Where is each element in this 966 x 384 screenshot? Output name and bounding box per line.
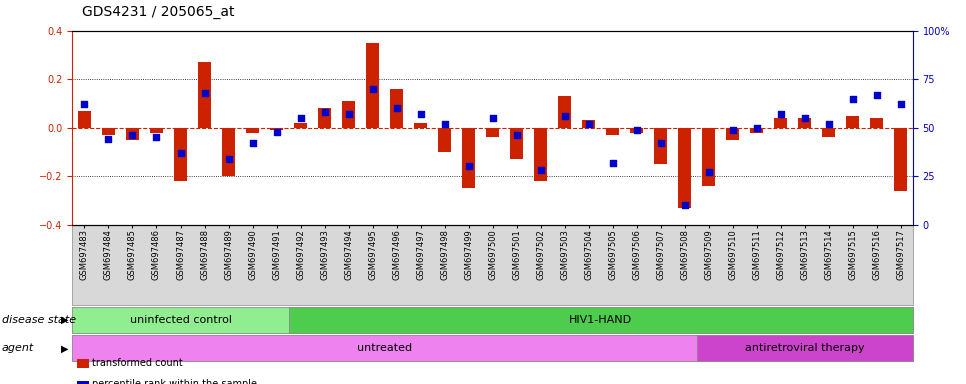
Bar xyxy=(654,127,668,164)
Bar xyxy=(702,127,716,186)
Text: ▶: ▶ xyxy=(61,315,69,325)
Point xyxy=(461,164,476,170)
Text: HIV1-HAND: HIV1-HAND xyxy=(569,315,633,325)
Point xyxy=(317,109,332,115)
Point xyxy=(100,136,116,142)
Bar xyxy=(174,127,187,181)
Bar xyxy=(486,127,499,137)
Point xyxy=(76,101,92,108)
Point xyxy=(653,140,668,146)
Bar xyxy=(126,127,139,140)
Bar xyxy=(678,127,692,208)
Point xyxy=(797,115,812,121)
Bar xyxy=(414,123,427,127)
Bar xyxy=(78,111,91,127)
Point xyxy=(197,90,213,96)
Bar xyxy=(246,127,259,132)
Point xyxy=(412,111,428,117)
Point xyxy=(725,127,741,133)
Bar xyxy=(751,127,763,132)
Point xyxy=(149,134,164,141)
Point xyxy=(749,124,764,131)
Bar xyxy=(774,118,787,127)
Point xyxy=(677,202,693,208)
Point xyxy=(221,156,237,162)
Point xyxy=(869,92,885,98)
Bar xyxy=(390,89,403,127)
Point xyxy=(894,101,909,108)
Bar xyxy=(798,118,811,127)
Point xyxy=(389,105,405,111)
Text: uninfected control: uninfected control xyxy=(129,315,232,325)
Text: percentile rank within the sample: percentile rank within the sample xyxy=(92,379,257,384)
Bar xyxy=(318,108,331,127)
Point xyxy=(821,121,837,127)
Bar xyxy=(438,127,451,152)
Point xyxy=(244,140,260,146)
Text: agent: agent xyxy=(2,343,34,353)
Bar xyxy=(294,123,307,127)
Text: GDS4231 / 205065_at: GDS4231 / 205065_at xyxy=(82,5,235,19)
Point xyxy=(173,150,188,156)
Bar xyxy=(270,127,283,130)
Bar xyxy=(150,127,163,132)
Bar xyxy=(342,101,355,127)
Bar xyxy=(558,96,571,127)
Point xyxy=(533,167,549,174)
Bar xyxy=(606,127,619,135)
Point xyxy=(341,111,356,117)
Text: ▶: ▶ xyxy=(61,343,69,353)
Bar xyxy=(582,121,595,127)
Bar xyxy=(726,127,739,140)
Point xyxy=(581,121,596,127)
Point xyxy=(269,129,284,135)
Text: transformed count: transformed count xyxy=(92,358,183,368)
Bar xyxy=(870,118,884,127)
Bar xyxy=(101,127,115,135)
Point xyxy=(485,115,500,121)
Text: untreated: untreated xyxy=(357,343,412,353)
Bar xyxy=(462,127,475,188)
Bar xyxy=(846,116,860,127)
Bar xyxy=(534,127,548,181)
Point xyxy=(773,111,788,117)
Point xyxy=(365,86,381,92)
Point xyxy=(557,113,573,119)
Point xyxy=(605,159,620,166)
Text: disease state: disease state xyxy=(2,315,76,325)
Bar xyxy=(198,62,212,127)
Bar xyxy=(366,43,380,127)
Bar xyxy=(222,127,235,176)
Point xyxy=(629,127,644,133)
Point xyxy=(701,169,717,175)
Bar xyxy=(510,127,524,159)
Point xyxy=(845,96,861,102)
Point xyxy=(293,115,308,121)
Point xyxy=(125,132,140,139)
Bar xyxy=(630,127,643,132)
Bar xyxy=(822,127,836,137)
Text: antiretroviral therapy: antiretroviral therapy xyxy=(745,343,865,353)
Point xyxy=(509,132,525,139)
Bar xyxy=(895,127,907,191)
Point xyxy=(437,121,452,127)
